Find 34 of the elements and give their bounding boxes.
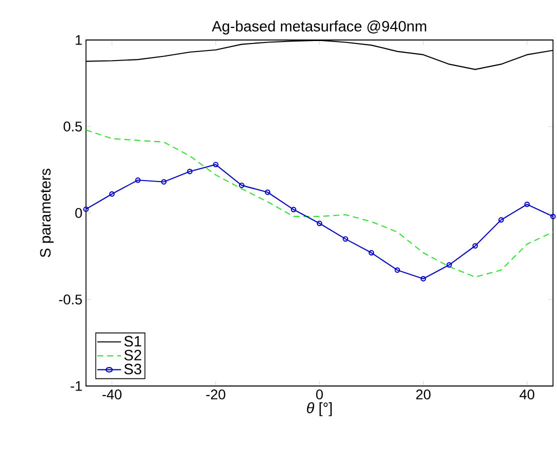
y-tick-label: -1 bbox=[70, 381, 82, 391]
y-tick-label: 0 bbox=[75, 208, 82, 218]
legend-label: S2 bbox=[124, 350, 142, 360]
x-tick-label: 20 bbox=[416, 390, 430, 400]
y-tick-label: 0.5 bbox=[64, 122, 82, 132]
legend-label: S1 bbox=[124, 336, 142, 346]
point bbox=[420, 276, 426, 282]
point bbox=[498, 217, 504, 223]
point bbox=[368, 250, 374, 256]
point bbox=[290, 206, 296, 212]
x-axis-title: θ [°] bbox=[306, 402, 332, 416]
line-series bbox=[86, 129, 553, 278]
x-tick-label: 0 bbox=[316, 390, 323, 400]
point bbox=[264, 189, 270, 195]
x-tick-label: 40 bbox=[520, 390, 534, 400]
point bbox=[109, 191, 115, 197]
y-axis-title: S parameters bbox=[40, 168, 54, 258]
point bbox=[394, 267, 400, 273]
point bbox=[135, 177, 141, 183]
point bbox=[446, 262, 452, 268]
point bbox=[161, 179, 167, 185]
point bbox=[472, 243, 478, 249]
point bbox=[187, 168, 193, 174]
x-tick-label: -40 bbox=[102, 390, 122, 400]
legend-label: S3 bbox=[124, 364, 142, 374]
chart-title: Ag-based metasurface @940nm bbox=[212, 20, 426, 34]
point bbox=[238, 182, 244, 188]
point bbox=[524, 202, 530, 208]
y-tick-label: 1 bbox=[76, 35, 82, 45]
point bbox=[212, 162, 218, 168]
x-tick-label: -20 bbox=[206, 390, 226, 400]
point bbox=[316, 220, 322, 226]
y-tick-label: -0.5 bbox=[59, 294, 82, 304]
point bbox=[342, 236, 348, 242]
